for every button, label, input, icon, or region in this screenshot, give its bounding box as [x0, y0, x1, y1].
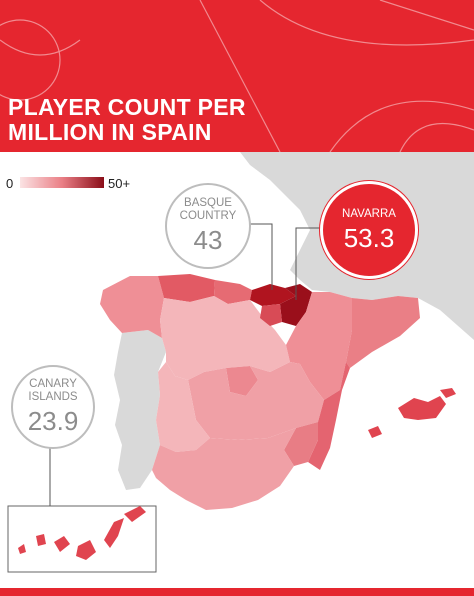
header-banner: PLAYER COUNT PER MILLION IN SPAIN — [0, 0, 474, 152]
region-la-rioja — [260, 304, 282, 326]
canary-islands-map — [18, 506, 146, 560]
basque-label-2: COUNTRY — [179, 210, 237, 222]
canary-value: 23.9 — [27, 406, 79, 436]
region-castilla-y-leon — [160, 296, 290, 380]
legend-gradient — [20, 177, 104, 188]
legend-min-label: 0 — [6, 176, 14, 191]
canary-label-1: CANARY — [29, 378, 77, 390]
island-menorca — [440, 388, 456, 398]
region-castilla-la-mancha — [188, 362, 324, 440]
navarra-callout: NAVARRA 53.3 — [320, 181, 418, 279]
region-catalonia — [346, 296, 420, 368]
court-lines-decoration — [0, 0, 474, 152]
basque-callout: BASQUE COUNTRY 43 — [165, 183, 251, 269]
canary-callout: CANARY ISLANDS 23.9 — [11, 365, 95, 449]
region-valencia — [308, 362, 350, 470]
region-balearic-islands — [398, 396, 446, 420]
portugal-landmass — [114, 330, 166, 490]
island-ibiza — [368, 426, 382, 438]
canary-inset-frame — [7, 505, 157, 573]
basque-value: 43 — [193, 225, 223, 255]
region-extremadura — [156, 362, 210, 452]
region-galicia — [100, 276, 164, 338]
region-navarra — [280, 284, 312, 326]
navarra-leader-line — [295, 227, 320, 300]
region-aragon — [286, 292, 352, 400]
title-line-2: MILLION IN SPAIN — [8, 119, 212, 145]
region-murcia — [284, 422, 318, 466]
canary-label-2: ISLANDS — [28, 391, 78, 403]
region-cantabria — [214, 280, 252, 304]
region-andalusia — [152, 428, 296, 510]
region-basque-country — [250, 284, 296, 306]
navarra-label: NAVARRA — [342, 207, 396, 220]
page-title: PLAYER COUNT PER MILLION IN SPAIN — [8, 95, 246, 145]
legend-max-label: 50+ — [108, 176, 131, 191]
navarra-value: 53.3 — [343, 222, 395, 253]
basque-label-1: BASQUE — [184, 197, 232, 209]
title-line-1: PLAYER COUNT PER — [8, 94, 246, 120]
region-asturias — [158, 274, 215, 302]
basque-leader-line — [246, 223, 273, 290]
region-madrid — [226, 366, 258, 396]
footer-bar — [0, 588, 474, 596]
